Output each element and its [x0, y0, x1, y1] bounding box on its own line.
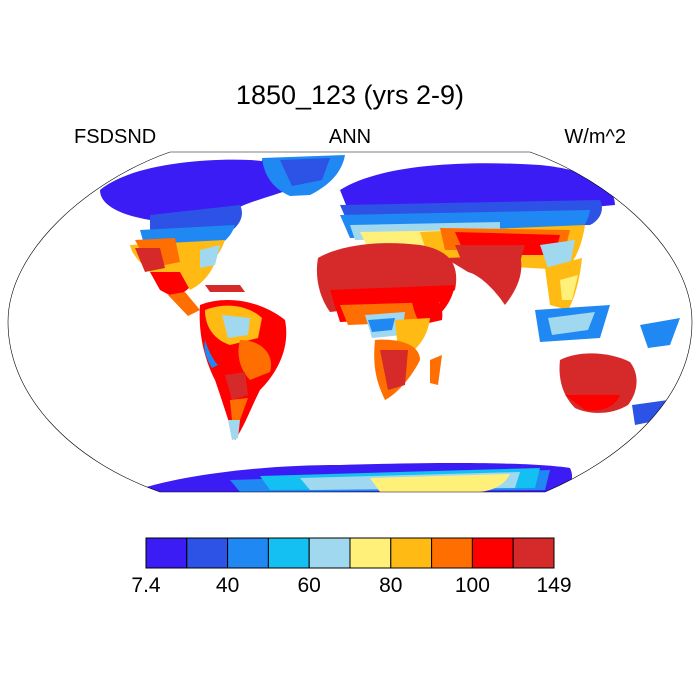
colorbar-tick-label: 40 — [215, 574, 240, 597]
colorbar-tick-label: 149 — [536, 574, 572, 597]
colorbar-swatch — [390, 537, 433, 569]
globe-outline — [7, 151, 693, 493]
colorbar-tick-label: 60 — [297, 574, 321, 597]
units-label: W/m^2 — [564, 126, 626, 148]
colorbar-tick-label: 7.4 — [131, 574, 161, 597]
africa — [316, 243, 457, 400]
colorbar-swatch — [308, 537, 351, 569]
colorbar-swatch — [349, 537, 392, 569]
season-label: ANN — [328, 126, 372, 148]
colorbar — [145, 537, 555, 569]
colorbar-swatch — [145, 537, 188, 569]
colorbar-tick-label: 80 — [379, 574, 403, 597]
colorbar-swatch — [186, 537, 229, 569]
antarctica — [130, 463, 573, 492]
colorbar-swatch — [267, 537, 310, 569]
south-america — [199, 300, 287, 440]
australia — [535, 305, 680, 425]
colorbar-tick-label: 100 — [454, 574, 490, 597]
greenland — [262, 155, 345, 196]
colorbar-swatch — [471, 537, 514, 569]
colorbar-swatch — [431, 537, 473, 569]
land-fields — [100, 155, 680, 492]
plot-title: 1850_123 (yrs 2-9) — [235, 80, 465, 110]
variable-name: FSDSND — [74, 126, 157, 148]
colorbar-swatch — [227, 537, 269, 569]
colorbar-swatch — [512, 537, 555, 569]
